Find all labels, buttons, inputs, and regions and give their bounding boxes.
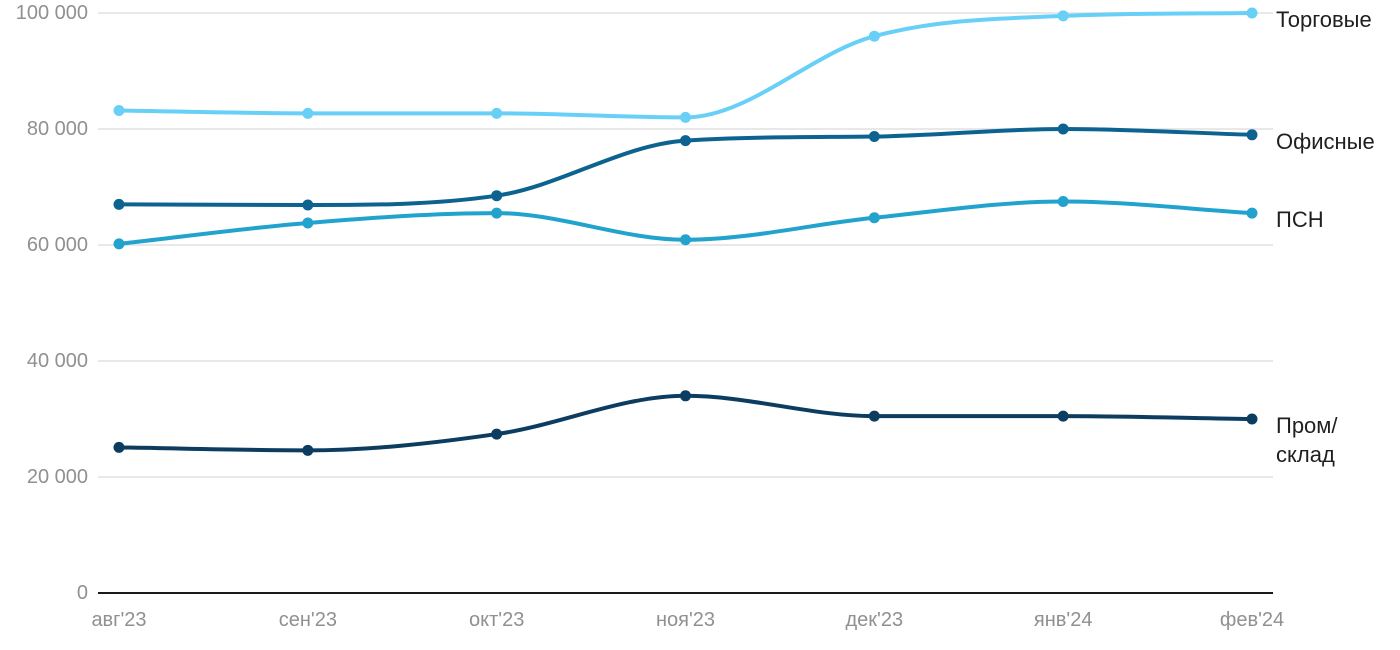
series-label-line: Торговые <box>1276 7 1372 32</box>
x-axis-tick-label: сен'23 <box>279 609 337 631</box>
y-axis-tick-label: 20 000 <box>27 466 88 488</box>
series-line-Торговые <box>117 11 1254 120</box>
data-point-Торговые[interactable] <box>113 104 125 116</box>
data-point-Торговые[interactable] <box>868 30 880 42</box>
data-point-Торговые[interactable] <box>1246 7 1258 19</box>
x-axis-tick-label: авг'23 <box>91 609 146 631</box>
series-label-line: Пром/ <box>1276 413 1338 438</box>
data-point-Офисные[interactable] <box>868 131 880 143</box>
data-point-Офисные[interactable] <box>1057 123 1069 135</box>
data-point-Пром/склад[interactable] <box>1057 410 1069 422</box>
axis-layer: 0 20 000 40 000 60 000 80 000 100 000 авг'23 се… <box>16 2 1284 631</box>
data-point-Офисные[interactable] <box>491 190 503 202</box>
data-point-Пром/склад[interactable] <box>491 428 503 440</box>
y-axis-tick-label: 0 <box>77 582 88 604</box>
y-axis-tick-label: 60 000 <box>27 234 88 256</box>
data-point-Пром/склад[interactable] <box>868 410 880 422</box>
x-axis-tick-label: ноя'23 <box>656 609 715 631</box>
data-point-Торговые[interactable] <box>680 111 691 123</box>
y-axis-tick-label: 40 000 <box>27 350 88 372</box>
data-point-Пром/склад[interactable] <box>302 444 314 456</box>
data-point-Пром/склад[interactable] <box>113 441 125 453</box>
data-point-ПСН[interactable] <box>868 212 880 224</box>
data-point-Офисные[interactable] <box>113 198 125 210</box>
x-axis-tick-label: дек'23 <box>846 609 904 631</box>
y-axis-tick-label: 100 000 <box>16 2 88 24</box>
series-label-ПСН: ПСН <box>1276 207 1324 232</box>
data-point-Пром/склад[interactable] <box>680 390 691 402</box>
x-axis-tick-label: фев'24 <box>1220 609 1284 631</box>
data-point-ПСН[interactable] <box>1246 207 1258 219</box>
data-point-Торговые[interactable] <box>302 107 314 119</box>
x-axis-tick-label: янв'24 <box>1034 609 1093 631</box>
data-point-Офисные[interactable] <box>302 199 314 211</box>
data-point-Торговые[interactable] <box>1057 10 1069 22</box>
data-point-Офисные[interactable] <box>680 135 691 147</box>
data-point-ПСН[interactable] <box>491 207 503 219</box>
data-point-Офисные[interactable] <box>1246 129 1258 141</box>
series-label-line: ПСН <box>1276 207 1324 232</box>
data-point-ПСН[interactable] <box>1057 196 1069 207</box>
data-point-ПСН[interactable] <box>302 217 314 229</box>
series-line-Пром/склад <box>117 393 1254 453</box>
series-label-Торговые: Торговые <box>1276 7 1372 32</box>
series-label-line: Офисные <box>1276 128 1375 153</box>
data-point-Торговые[interactable] <box>491 107 503 119</box>
series-label-layer: Торговые Офисные ПСН Пром/склад <box>1276 7 1375 467</box>
series-layer <box>113 7 1258 456</box>
data-point-ПСН[interactable] <box>113 238 125 250</box>
data-point-ПСН[interactable] <box>680 234 691 246</box>
series-label-Офисные: Офисные <box>1276 128 1375 153</box>
x-axis-tick-label: окт'23 <box>469 609 524 631</box>
data-point-Пром/склад[interactable] <box>1246 413 1258 425</box>
series-label-line: склад <box>1276 442 1335 467</box>
y-axis-tick-label: 80 000 <box>27 118 88 140</box>
series-label-Пром/склад: Пром/склад <box>1276 413 1338 467</box>
